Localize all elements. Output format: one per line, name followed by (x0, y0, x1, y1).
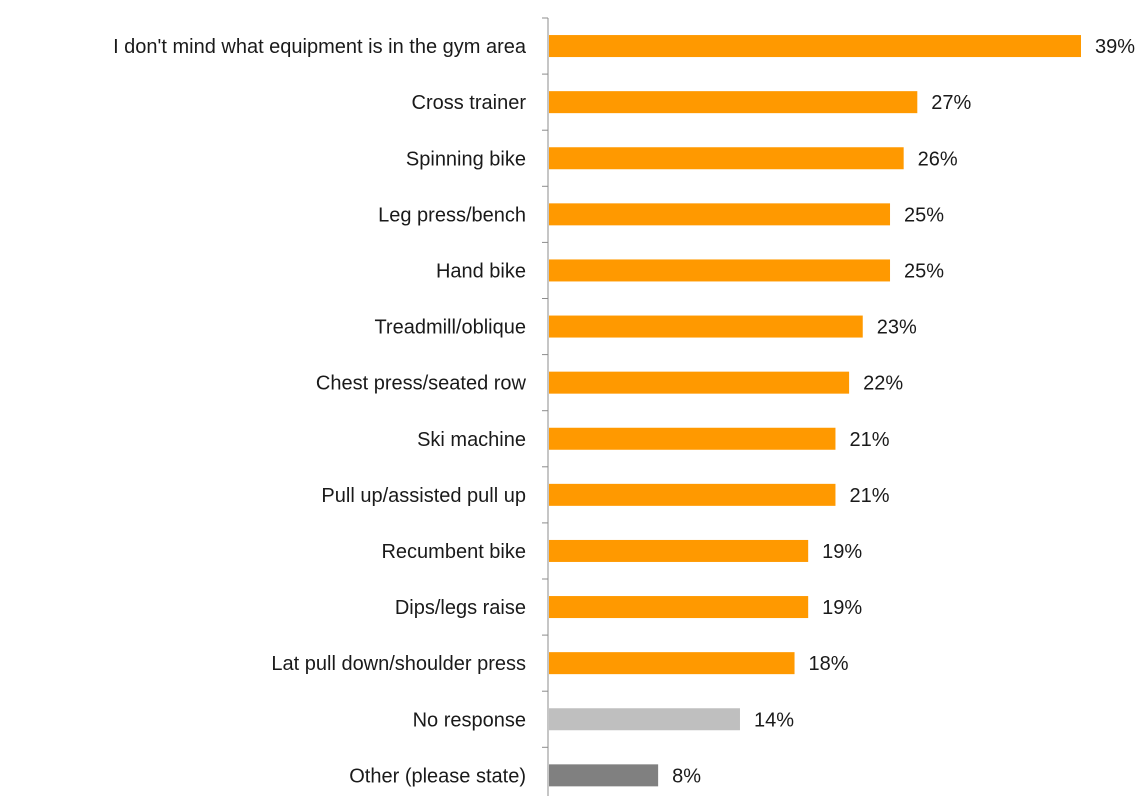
value-label: 19% (822, 541, 862, 563)
value-label: 21% (849, 485, 889, 507)
value-label: 25% (904, 204, 944, 226)
category-label: Hand bike (436, 260, 526, 282)
bar (549, 91, 918, 114)
category-label: Spinning bike (406, 148, 526, 170)
bar (549, 371, 850, 394)
value-label: 18% (809, 653, 849, 675)
bar (549, 35, 1081, 58)
value-label: 19% (822, 597, 862, 619)
value-label: 22% (863, 373, 903, 395)
category-label: Ski machine (417, 429, 526, 451)
category-label: Lat pull down/shoulder press (271, 653, 526, 675)
bar (549, 764, 659, 787)
bar (549, 427, 836, 450)
bar (549, 147, 904, 170)
value-labels: 39% 27% 26% 25% 25% 23% 22% 21% 21% 19% 19% 18% 14% 8… (672, 36, 1135, 787)
value-label: 27% (931, 92, 971, 114)
category-label: Cross trainer (412, 92, 527, 114)
bar (549, 259, 891, 282)
category-axis (542, 17, 549, 796)
value-label: 23% (877, 317, 917, 339)
value-label: 39% (1095, 36, 1135, 58)
category-label: Treadmill/oblique (374, 317, 526, 339)
category-label: Leg press/bench (378, 204, 526, 226)
category-label: Dips/legs raise (395, 597, 526, 619)
category-label: Recumbent bike (381, 541, 526, 563)
value-label: 14% (754, 709, 794, 731)
value-label: 21% (849, 429, 889, 451)
category-label: I don't mind what equipment is in the gy… (113, 36, 527, 58)
category-label: Other (please state) (349, 765, 526, 787)
bars (549, 35, 1081, 787)
bar (549, 315, 863, 338)
bar (549, 596, 809, 619)
value-label: 26% (918, 148, 958, 170)
bar (549, 203, 891, 226)
category-label: Pull up/assisted pull up (321, 485, 526, 507)
bar (549, 483, 836, 506)
category-label: No response (413, 709, 526, 731)
value-label: 25% (904, 260, 944, 282)
value-label: 8% (672, 765, 701, 787)
category-labels: I don't mind what equipment is in the gy… (113, 36, 527, 787)
category-label: Chest press/seated row (316, 373, 527, 395)
bar (549, 652, 795, 675)
bar (549, 539, 809, 562)
bar (549, 708, 740, 731)
